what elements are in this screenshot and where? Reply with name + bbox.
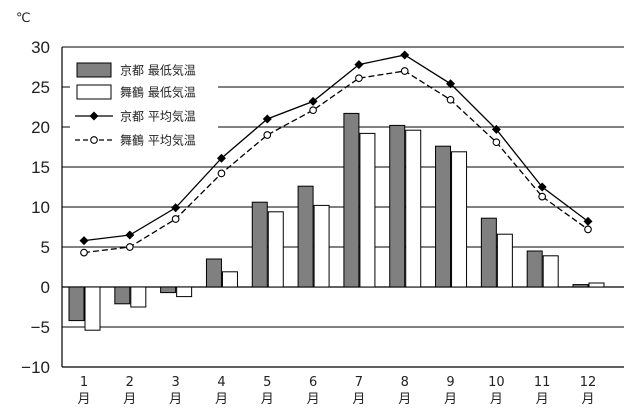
x-tick-label: 11 bbox=[534, 375, 551, 390]
x-tick-label-suffix: 月 bbox=[123, 392, 136, 407]
y-tick-label: 30 bbox=[31, 38, 50, 57]
y-tick-label: −10 bbox=[21, 358, 50, 377]
x-tick-label: 2 bbox=[126, 375, 134, 390]
x-tick-label-suffix: 月 bbox=[261, 392, 274, 407]
bar bbox=[130, 286, 147, 308]
legend-label: 京都 平均気温 bbox=[120, 109, 196, 124]
axes: 30 25 20 15 10 5 0 −5 −10 1 月 2 月 3 月 4 月 5 月 6 月 7 月 8 月 9 月 10 月 11… bbox=[21, 38, 624, 407]
legend-circle-marker bbox=[90, 136, 98, 144]
diamond-marker bbox=[79, 236, 89, 246]
bar bbox=[588, 282, 605, 288]
x-tick-label-suffix: 月 bbox=[169, 392, 182, 407]
legend-swatch bbox=[76, 84, 112, 100]
bar bbox=[267, 211, 284, 288]
bar bbox=[542, 255, 559, 288]
x-tick-label: 8 bbox=[401, 375, 409, 390]
bar bbox=[176, 286, 193, 298]
y-unit-label: ℃ bbox=[16, 11, 31, 26]
bar bbox=[480, 217, 497, 288]
y-tick-label: 20 bbox=[31, 118, 50, 137]
diamond-marker bbox=[308, 96, 318, 106]
y-tick-label: 0 bbox=[41, 278, 50, 297]
bar bbox=[359, 132, 376, 288]
diamond-marker bbox=[171, 203, 181, 213]
legend-diamond-marker bbox=[89, 111, 99, 121]
diamond-marker bbox=[216, 153, 226, 163]
diamond-marker bbox=[583, 216, 593, 226]
bar bbox=[68, 286, 85, 322]
circle-marker bbox=[309, 106, 317, 115]
legend-swatch bbox=[76, 62, 112, 78]
series-line bbox=[83, 70, 589, 254]
bar bbox=[251, 201, 268, 288]
diamond-marker bbox=[446, 79, 456, 89]
diamond-marker bbox=[537, 182, 547, 192]
circle-marker bbox=[446, 95, 455, 104]
bars bbox=[68, 112, 605, 331]
bar bbox=[451, 151, 468, 288]
x-tick-label-suffix: 月 bbox=[490, 392, 503, 407]
bar bbox=[496, 233, 513, 288]
x-tick-label-suffix: 月 bbox=[444, 392, 457, 407]
bar bbox=[435, 145, 452, 288]
bar bbox=[160, 286, 177, 294]
x-tick-label-suffix: 月 bbox=[581, 392, 594, 407]
diamond-marker bbox=[400, 50, 410, 60]
y-tick-label: 15 bbox=[31, 158, 50, 177]
x-tick-label-suffix: 月 bbox=[307, 392, 320, 407]
bar bbox=[526, 250, 543, 288]
x-tick-label: 6 bbox=[309, 375, 317, 390]
y-tick-label: −5 bbox=[31, 318, 50, 337]
circle-marker bbox=[80, 248, 88, 257]
lines bbox=[79, 50, 593, 257]
circle-marker bbox=[400, 67, 409, 75]
bar bbox=[205, 258, 222, 288]
bar bbox=[114, 286, 131, 305]
x-tick-label-suffix: 月 bbox=[215, 392, 228, 407]
circle-marker bbox=[492, 138, 501, 147]
circle-marker bbox=[125, 243, 134, 251]
x-tick-label: 7 bbox=[355, 375, 363, 390]
circle-marker bbox=[217, 169, 226, 178]
bar bbox=[572, 284, 589, 288]
x-tick-label: 10 bbox=[488, 375, 505, 390]
circle-marker bbox=[538, 192, 547, 201]
legend-label: 舞鶴 平均気温 bbox=[120, 133, 196, 148]
x-tick-label-suffix: 月 bbox=[77, 392, 90, 407]
diamond-marker bbox=[262, 114, 272, 124]
legend-label: 京都 最低気温 bbox=[120, 63, 196, 78]
y-tick-label: 25 bbox=[31, 78, 50, 97]
circle-marker bbox=[355, 74, 363, 83]
x-tick-label: 12 bbox=[580, 375, 597, 390]
circle-marker bbox=[171, 215, 180, 223]
series-line bbox=[83, 54, 589, 242]
diamond-marker bbox=[125, 230, 135, 240]
x-tick-label-suffix: 月 bbox=[536, 392, 549, 407]
bar bbox=[343, 112, 360, 288]
bar bbox=[405, 129, 422, 288]
circle-marker bbox=[263, 131, 272, 139]
bar bbox=[297, 185, 314, 288]
x-tick-label: 3 bbox=[171, 375, 179, 390]
circle-marker bbox=[584, 225, 592, 234]
diamond-marker bbox=[491, 124, 501, 134]
bar bbox=[84, 286, 101, 331]
x-tick-label: 9 bbox=[446, 375, 454, 390]
x-tick-label-suffix: 月 bbox=[398, 392, 411, 407]
x-tick-label: 5 bbox=[263, 375, 271, 390]
x-tick-label-suffix: 月 bbox=[352, 392, 365, 407]
y-tick-label: 5 bbox=[41, 238, 50, 257]
bar bbox=[221, 271, 238, 288]
x-tick-label: 1 bbox=[80, 375, 88, 390]
bar bbox=[313, 204, 330, 288]
legend-label: 舞鶴 最低気温 bbox=[120, 85, 196, 100]
x-tick-label: 4 bbox=[217, 375, 225, 390]
y-tick-label: 10 bbox=[31, 198, 50, 217]
bar bbox=[389, 124, 406, 288]
diamond-marker bbox=[354, 60, 364, 70]
